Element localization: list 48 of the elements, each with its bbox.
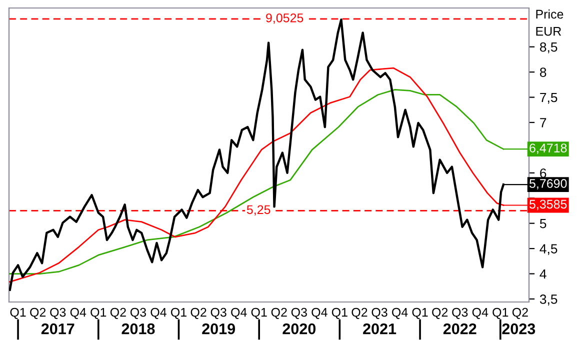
x-tick-label: Q3 xyxy=(291,308,307,319)
y-tick-label: 4,5 xyxy=(540,244,558,256)
x-tick-label: Q2 xyxy=(352,308,368,319)
y-tick-label: 4 xyxy=(540,269,546,279)
ref-line-label: 9,0525 xyxy=(266,13,304,24)
x2-tick-label: 2020 xyxy=(282,323,316,334)
x-tick-label: Q2 xyxy=(432,308,448,319)
x-tick-label: Q3 xyxy=(130,308,146,319)
y-axis-title: Price EUR xyxy=(536,9,564,36)
x-tick-label: Q2 xyxy=(512,308,528,319)
x2-tick-label: 2023 xyxy=(502,323,536,334)
x-tick-label: Q3 xyxy=(372,308,388,319)
x-tick-label: Q1 xyxy=(492,308,508,319)
data-label: 6,4718 xyxy=(530,144,567,154)
x2-tick-label: 2019 xyxy=(202,323,236,334)
x-tick-label: Q1 xyxy=(10,308,26,319)
x-tick-label: Q2 xyxy=(110,308,126,319)
x-tick-label: Q2 xyxy=(190,308,206,319)
x-tick-label: Q1 xyxy=(332,308,348,319)
x-tick-label: Q3 xyxy=(210,308,226,319)
y-tick-label: 6 xyxy=(540,168,546,178)
data-label: 5,7690 xyxy=(530,179,567,190)
x-tick-label: Q1 xyxy=(170,308,186,319)
x2-tick-label: 2021 xyxy=(363,323,396,334)
x-tick-label: Q1 xyxy=(412,308,428,319)
x-tick-label: Q4 xyxy=(472,308,488,319)
x-tick-label: Q3 xyxy=(452,308,468,319)
y-tick-label: 8 xyxy=(540,68,546,77)
x-tick-label: Q4 xyxy=(312,308,328,319)
ref-line-label: 5,25 xyxy=(246,205,270,216)
x-tick-label: Q3 xyxy=(50,308,66,319)
x-tick-label: Q4 xyxy=(231,308,247,319)
y-tick-label: 7,5 xyxy=(540,92,558,104)
x-tick-label: Q4 xyxy=(150,308,166,319)
x-tick-label: Q1 xyxy=(90,308,106,319)
data-label: 5,3585 xyxy=(530,200,567,210)
x-tick-label: Q2 xyxy=(30,308,46,319)
x-tick-label: Q4 xyxy=(70,308,86,319)
x-tick-label: Q1 xyxy=(251,308,267,319)
y-tick-label: 8,5 xyxy=(540,42,558,54)
x-tick-label: Q2 xyxy=(271,308,287,319)
x2-tick-label: 2022 xyxy=(443,323,476,334)
x-tick-label: Q4 xyxy=(392,308,408,319)
y-tick-label: 5 xyxy=(540,219,546,228)
x2-tick-label: 2018 xyxy=(122,323,155,334)
y-tick-label: 7 xyxy=(540,118,546,128)
x2-tick-label: 2017 xyxy=(41,323,74,334)
y-tick-label: 3,5 xyxy=(540,294,558,306)
